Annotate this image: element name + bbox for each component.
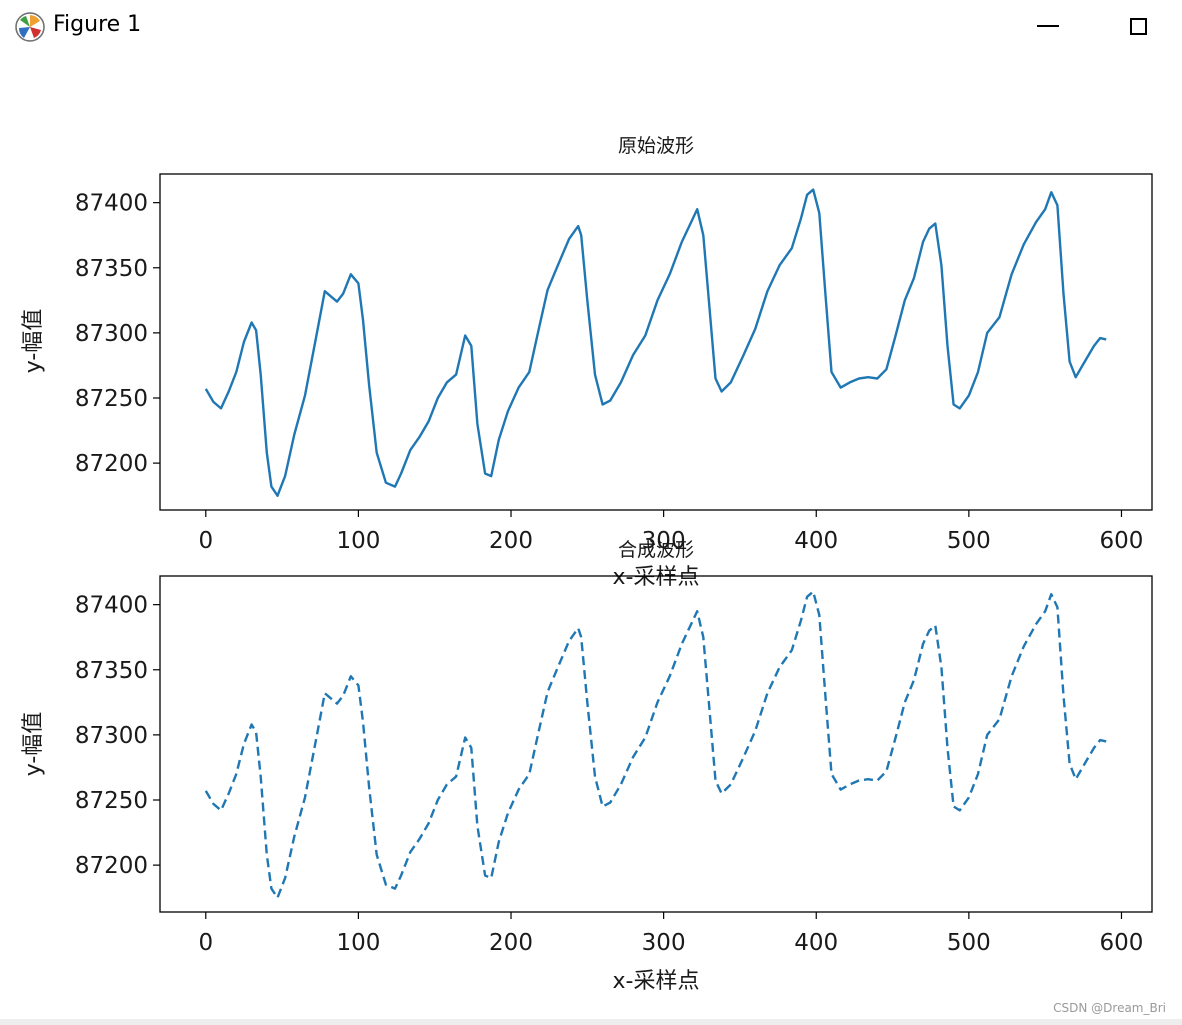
y-tick-label: 87250	[75, 386, 148, 412]
watermark: CSDN @Dream_Bri	[1053, 1001, 1166, 1015]
x-tick-label: 200	[489, 930, 533, 956]
x-tick-label: 200	[489, 528, 533, 554]
axes-frame	[159, 575, 1153, 913]
x-axis-label: x-采样点	[613, 969, 700, 994]
y-tick-label: 87350	[75, 658, 148, 684]
matplotlib-icon	[15, 12, 45, 42]
y-tick-label: 87400	[75, 191, 148, 217]
x-tick-label: 400	[794, 930, 838, 956]
minimize-button[interactable]	[1025, 6, 1071, 46]
series-line	[204, 188, 1107, 497]
y-tick-label: 87300	[75, 321, 148, 347]
window-title: Figure 1	[53, 12, 142, 37]
plot-title: 原始波形	[618, 135, 694, 157]
maximize-button[interactable]	[1115, 6, 1161, 46]
x-tick-label: 600	[1100, 528, 1144, 554]
y-axis-label: y-幅值	[21, 309, 46, 374]
x-tick-label: 100	[336, 528, 380, 554]
x-tick-label: 100	[336, 930, 380, 956]
x-tick-label: 300	[642, 528, 686, 554]
series-line	[204, 590, 1107, 899]
x-tick-label: 0	[198, 930, 213, 956]
y-tick-label: 87400	[75, 593, 148, 619]
y-axis-label: y-幅值	[21, 712, 46, 777]
x-tick-label: 600	[1100, 930, 1144, 956]
axes-frame	[159, 173, 1153, 511]
x-tick-label: 300	[642, 930, 686, 956]
maximize-icon	[1129, 17, 1147, 35]
plot-synthesized-waveform: 合成波形 0 100 200 300 400 500 600 87200 87250 87300 8…	[21, 539, 1153, 994]
x-axis-label: x-采样点	[613, 565, 700, 590]
x-tick-label: 400	[794, 528, 838, 554]
y-tick-label: 87350	[75, 256, 148, 282]
x-tick-label: 500	[947, 930, 991, 956]
footer-strip	[0, 1019, 1182, 1025]
y-tick-label: 87200	[75, 853, 148, 879]
x-tick-label: 500	[947, 528, 991, 554]
y-tick-label: 87250	[75, 788, 148, 814]
y-tick-label: 87300	[75, 723, 148, 749]
plot-original-waveform: 原始波形 0 100 200 300 400 500 600 87200 87250 87300 8…	[21, 135, 1153, 590]
x-tick-label: 0	[198, 528, 213, 554]
minimize-icon	[1037, 25, 1059, 27]
window-titlebar: Figure 1	[0, 0, 1182, 52]
plot-title: 合成波形	[618, 539, 694, 561]
y-tick-label: 87200	[75, 451, 148, 477]
